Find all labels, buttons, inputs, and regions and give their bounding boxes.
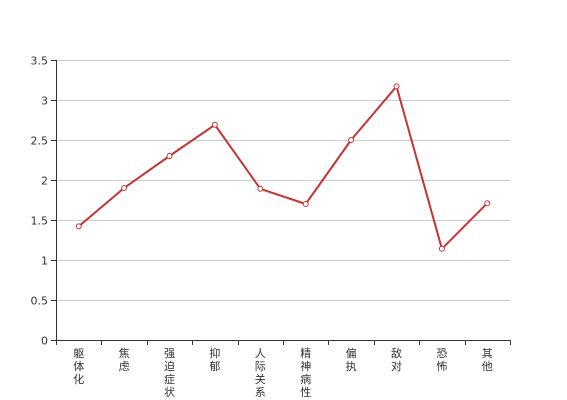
axes bbox=[51, 60, 511, 345]
grid-lines bbox=[56, 60, 510, 301]
y-tick-label: 1.5 bbox=[31, 215, 49, 228]
y-tick-label: 3.5 bbox=[31, 55, 49, 68]
x-tick-label: 躯体化 bbox=[73, 347, 84, 386]
x-tick-label: 人际关系敏 bbox=[255, 347, 266, 400]
data-point bbox=[393, 83, 400, 90]
series-line bbox=[77, 85, 489, 250]
data-point bbox=[121, 185, 128, 191]
y-tick-label: 1 bbox=[41, 255, 48, 268]
x-tick-label: 焦虑 bbox=[119, 347, 130, 373]
x-tick-label: 偏执 bbox=[346, 346, 357, 373]
x-tick-labels: 躯体化 焦虑 强迫症状 抑郁 人际关系敏 精神病性 偏执 敌对 恐怖 其他 bbox=[73, 346, 493, 400]
data-points bbox=[75, 83, 491, 252]
y-tick-label: 0 bbox=[41, 335, 48, 348]
y-tick-label: 2 bbox=[41, 175, 48, 188]
y-tick-label: 0.5 bbox=[31, 295, 49, 308]
series-line-path bbox=[77, 85, 489, 250]
x-tick-label: 强迫症状 bbox=[164, 347, 175, 399]
x-tick-label: 抑郁 bbox=[209, 346, 220, 373]
y-tick-labels: 0 0.5 1 1.5 2 2.5 3 3.5 bbox=[31, 55, 49, 348]
data-point bbox=[484, 200, 491, 207]
y-tick-label: 3 bbox=[41, 95, 48, 108]
data-point bbox=[438, 245, 445, 252]
data-point bbox=[257, 185, 264, 192]
data-point bbox=[348, 137, 355, 143]
data-point bbox=[75, 223, 82, 230]
y-tick-label: 2.5 bbox=[31, 135, 49, 148]
x-tick-label: 恐怖 bbox=[436, 347, 447, 373]
x-tick-label: 敌对 bbox=[391, 346, 402, 373]
data-point bbox=[166, 153, 173, 159]
x-tick-label: 其他 bbox=[482, 347, 493, 373]
data-point bbox=[211, 121, 218, 128]
data-point bbox=[302, 201, 309, 207]
x-tick-label: 精神病性 bbox=[300, 347, 311, 399]
